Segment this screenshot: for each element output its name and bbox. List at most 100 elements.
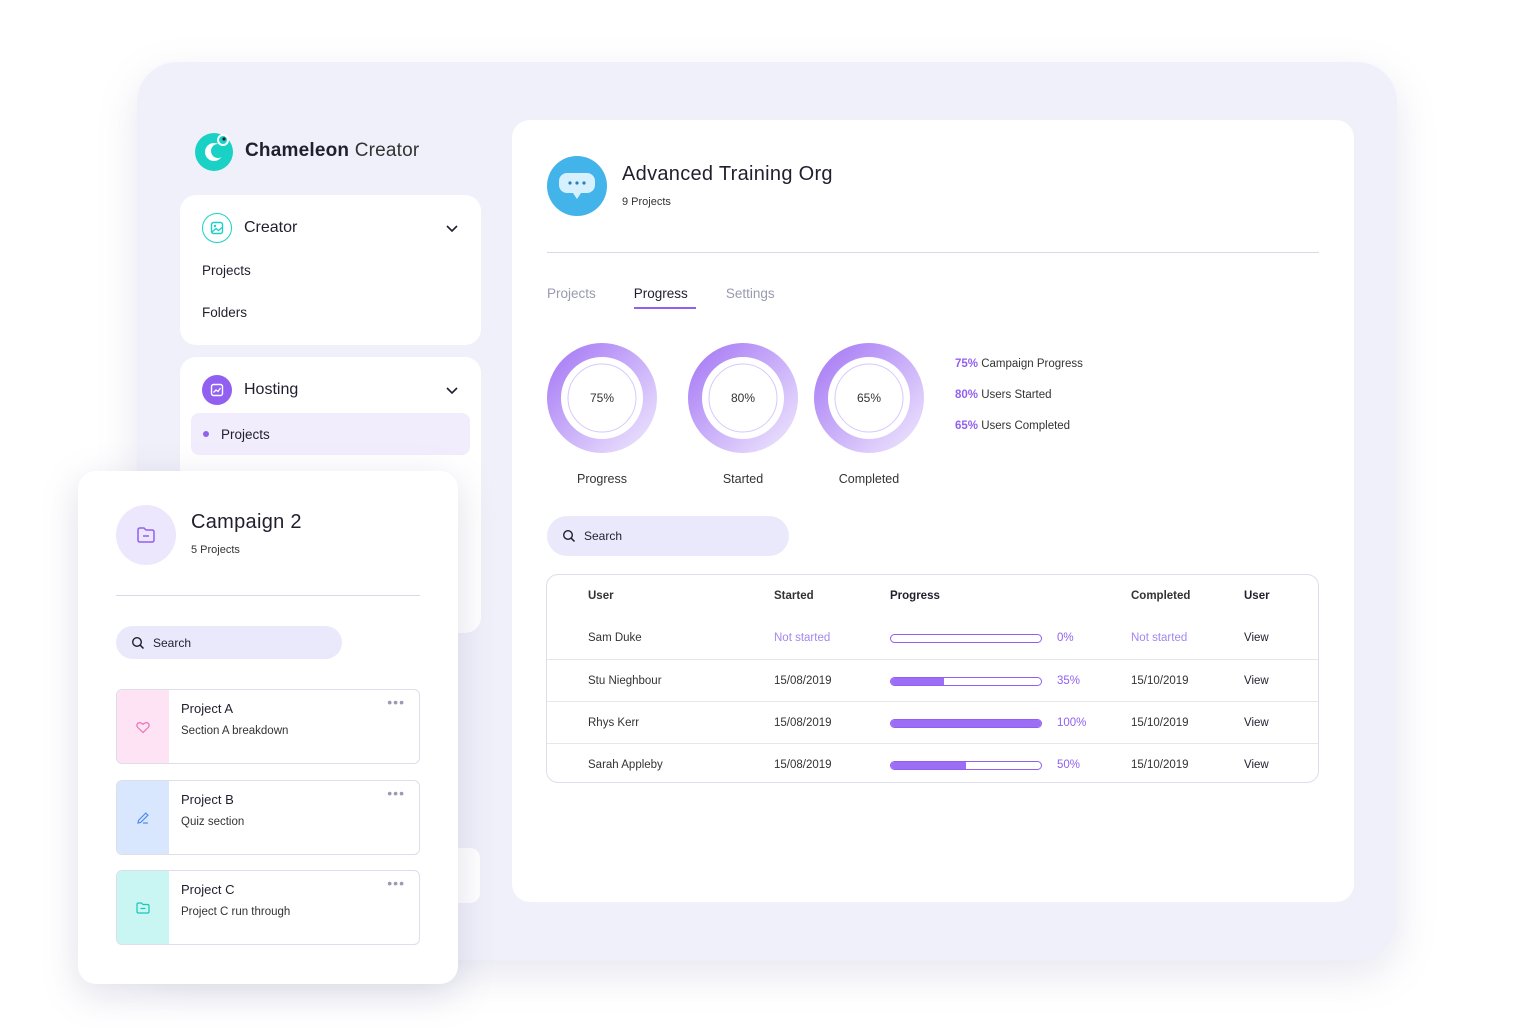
project-card-c[interactable]: Project C Project C run through ••• [116,870,420,945]
header-divider [547,252,1319,253]
project-title: Project B [181,792,234,807]
hosting-section-header[interactable]: Hosting [202,375,460,405]
cell-user: Stu Nieghbour [588,675,662,687]
more-options-icon[interactable]: ••• [387,694,405,710]
more-options-icon[interactable]: ••• [387,875,405,891]
view-link[interactable]: View [1244,675,1269,687]
table-header-row: User Started Progress Completed User [547,575,1318,617]
chameleon-logo-icon [195,133,233,171]
brand-name-light: Creator [354,140,420,161]
brand-logo[interactable]: Chameleon Creator [193,130,419,172]
creator-section-header[interactable]: Creator [202,213,460,243]
search-input[interactable]: Search [547,516,789,556]
project-card-a[interactable]: Project A Section A breakdown ••• [116,689,420,764]
brand-name-bold: Chameleon [245,140,350,161]
campaign-title: Campaign 2 [191,511,302,533]
chat-bubble-icon [559,173,595,199]
cell-user: Sarah Appleby [588,759,663,771]
org-project-count: 9 Projects [622,196,671,208]
progress-ring: 75% Progress [546,342,658,486]
search-placeholder: Search [584,529,623,543]
active-dot [203,431,209,437]
cell-user: Rhys Kerr [588,717,640,729]
started-ring-label: Started [722,472,764,486]
legend-row: 80% Users Started [955,389,1083,401]
hosting-section-title: Hosting [244,381,299,398]
org-avatar [547,156,607,216]
table-row: Stu Nieghbour 15/08/2019 35% 15/10/2019 View [547,659,1318,701]
table-row: Sam Duke Not started 0% Not started View [547,617,1318,659]
view-link[interactable]: View [1244,632,1269,644]
legend-text: Campaign Progress [981,358,1083,370]
started-ring: 80% Started [687,342,799,486]
completed-ring-graphic: 65% [814,343,924,453]
chart-icon [202,375,232,405]
progress-ring-label: Progress [576,472,628,486]
view-link[interactable]: View [1244,717,1269,729]
started-ring-graphic: 80% [688,343,798,453]
image-icon [202,213,232,243]
project-description: Project C run through [181,906,291,918]
project-description: Section A breakdown [181,725,289,737]
sidebar-item-creator-projects[interactable]: Projects [202,263,251,278]
column-header-started: Started [774,590,814,602]
completed-ring: 65% Completed [813,342,925,486]
view-link[interactable]: View [1244,759,1269,771]
brand-name: Chameleon Creator [245,140,419,162]
chevron-down-icon[interactable] [444,220,460,236]
legend-value: 75% [955,358,979,370]
cell-progress [890,744,1042,782]
legend-row: 65% Users Completed [955,420,1083,432]
progress-bar-fill [891,761,966,769]
column-header-completed: Completed [1131,590,1191,602]
campaign-card: Campaign 2 5 Projects Search Project A S… [78,471,458,984]
completed-ring-label: Completed [838,472,900,486]
cell-progress [890,660,1042,702]
more-options-icon[interactable]: ••• [387,785,405,801]
cell-progress-percent: 35% [1057,675,1081,687]
cell-started: 15/08/2019 [774,759,832,771]
completed-ring-value: 65% [857,391,881,405]
progress-ring-graphic: 75% [547,343,657,453]
tab-settings[interactable]: Settings [725,286,775,301]
project-description: Quiz section [181,816,245,828]
campaign-search-placeholder: Search [153,635,192,650]
folder-icon [137,527,155,543]
cell-progress [890,702,1042,744]
campaign-project-count: 5 Projects [191,544,240,556]
column-header-action: User [1244,590,1270,602]
tab-progress[interactable]: Progress [633,286,696,309]
progress-table: User Started Progress Completed User Sam… [546,574,1319,783]
legend-value: 80% [955,389,979,401]
sidebar-item-hosting-projects[interactable]: Projects [191,413,470,455]
cell-progress-percent: 50% [1057,759,1081,771]
main-panel: Advanced Training Org 9 Projects Project… [512,120,1354,902]
table-row: Sarah Appleby 15/08/2019 50% 15/10/2019 View [547,743,1318,782]
cell-completed: 15/10/2019 [1131,675,1189,687]
started-ring-value: 80% [731,391,755,405]
cell-completed: 15/10/2019 [1131,759,1189,771]
project-title: Project A [181,701,234,716]
creator-section-title: Creator [244,219,298,236]
chevron-down-icon[interactable] [444,382,460,398]
campaign-avatar [116,505,176,565]
legend-value: 65% [955,420,979,432]
cell-user: Sam Duke [588,632,642,644]
tab-projects[interactable]: Projects [547,286,596,301]
campaign-divider [116,595,420,596]
campaign-search-input[interactable]: Search [116,626,342,659]
progress-bar [890,760,1042,770]
project-title: Project C [181,882,235,897]
cell-progress-percent: 0% [1057,632,1074,644]
cell-started: 15/08/2019 [774,717,832,729]
project-card-b[interactable]: Project B Quiz section ••• [116,780,420,855]
progress-bar-fill [891,677,944,685]
progress-bar-fill [891,719,1041,727]
column-header-progress: Progress [890,590,940,602]
sidebar-item-creator-folders[interactable]: Folders [202,305,248,320]
legend-text: Users Started [981,389,1052,401]
progress-bar [890,633,1042,643]
org-title: Advanced Training Org [622,163,833,185]
cell-started: Not started [774,632,831,644]
stats-legend: 75% Campaign Progress 80% Users Started … [955,358,1083,451]
